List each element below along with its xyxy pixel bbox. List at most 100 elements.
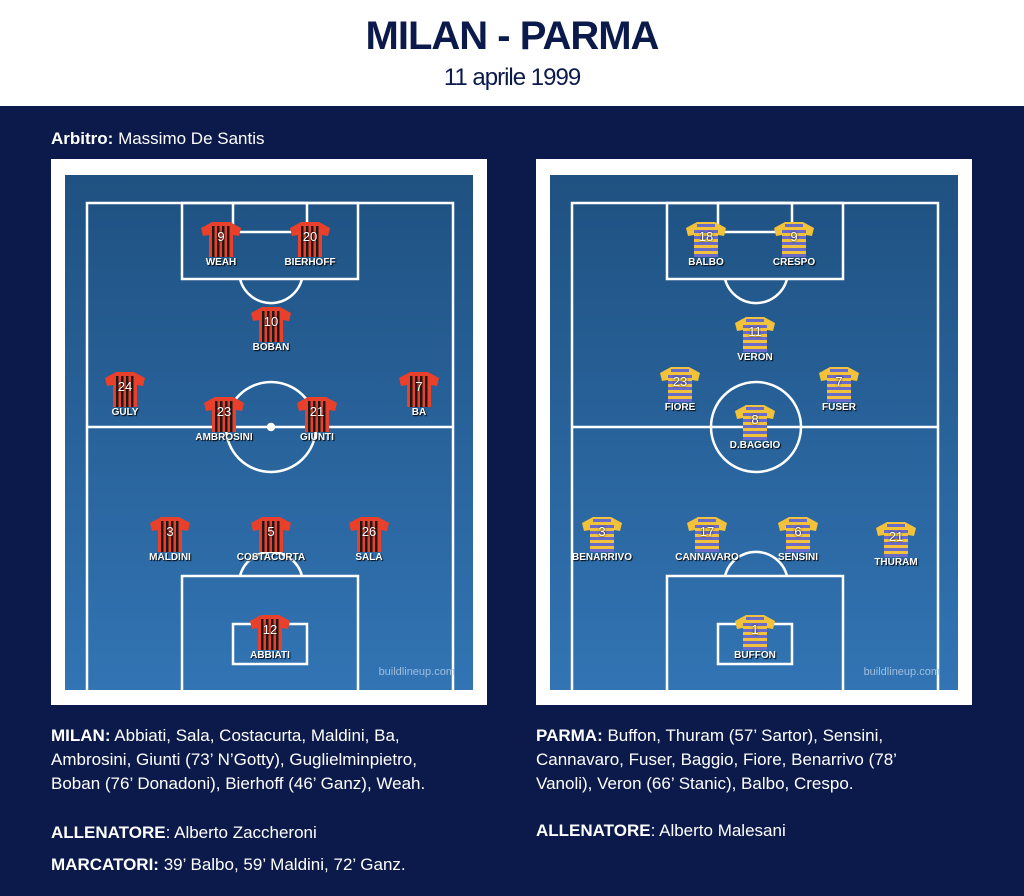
scorers-list: 39’ Balbo, 59’ Maldini, 72’ Ganz. [163, 855, 406, 874]
jersey-icon [179, 395, 269, 433]
player: 23 FIORE [635, 365, 725, 413]
player-number: 21 [888, 529, 904, 544]
player-number: 6 [794, 524, 802, 539]
player: 21 THURAM [851, 520, 941, 568]
player: 12 ABBIATI [225, 613, 315, 661]
player-name: ABBIATI [250, 650, 290, 661]
jersey-icon [226, 515, 316, 553]
player-name: BOBAN [252, 342, 290, 353]
player-number: 8 [751, 412, 759, 427]
jersey-icon [176, 220, 266, 258]
coach-label: ALLENATORE [51, 823, 166, 842]
player: 7 BA [374, 370, 464, 418]
player: 7 FUSER [794, 365, 884, 413]
player-name: FUSER [822, 402, 856, 413]
jersey-icon [374, 370, 464, 408]
parma-lineup: Buffon, Thuram (57’ Sartor), Sensini, Ca… [536, 726, 897, 793]
player: 17 CANNAVARO [662, 515, 752, 563]
player-number: 10 [263, 314, 279, 329]
player-name: THURAM [874, 557, 918, 568]
jersey-icon [794, 365, 884, 403]
parma-lineup-text: PARMA: Buffon, Thuram (57’ Sartor), Sens… [536, 724, 946, 796]
jersey-icon [272, 395, 362, 433]
jersey-icon [125, 515, 215, 553]
coach-label: ALLENATORE [536, 821, 651, 840]
player-number: 5 [267, 524, 275, 539]
player-number: 1 [751, 622, 759, 637]
player-name: BA [411, 407, 427, 418]
referee-name: Massimo De Santis [118, 129, 265, 148]
player-number: 24 [117, 379, 133, 394]
player-name: SENSINI [777, 552, 818, 563]
credit: buildlineup.com [863, 666, 940, 678]
credit: buildlineup.com [378, 666, 455, 678]
jersey-icon [851, 520, 941, 558]
coach-name: : Alberto Malesani [650, 821, 786, 840]
player: 10 BOBAN [226, 305, 316, 353]
player: 18 BALBO [661, 220, 751, 268]
jersey-icon [80, 370, 170, 408]
player-number: 23 [672, 374, 688, 389]
jersey-icon [753, 515, 843, 553]
player-name: WEAH [205, 257, 237, 268]
jersey-icon [324, 515, 414, 553]
header: MILAN - PARMA 11 aprile 1999 [0, 0, 1024, 106]
player-name: BIERHOFF [284, 257, 336, 268]
player-number: 23 [216, 404, 232, 419]
player-number: 7 [835, 374, 843, 389]
jersey-icon [710, 613, 800, 651]
milan-coach: ALLENATORE: Alberto Zaccheroni [51, 821, 461, 845]
player: 11 VERON [710, 315, 800, 363]
player-number: 7 [415, 379, 423, 394]
player-name: BALBO [688, 257, 724, 268]
player-number: 17 [699, 524, 715, 539]
player: 24 GULY [80, 370, 170, 418]
player-number: 11 [748, 324, 762, 339]
jersey-icon [710, 315, 800, 353]
player: 3 MALDINI [125, 515, 215, 563]
referee: Arbitro: Massimo De Santis [51, 129, 265, 149]
player-name: BUFFON [734, 650, 776, 661]
player-name: MALDINI [149, 552, 191, 563]
player-number: 26 [361, 524, 377, 539]
player-number: 3 [166, 524, 174, 539]
player-number: 18 [698, 229, 714, 244]
jersey-icon [557, 515, 647, 553]
player: 23 AMBROSINI [179, 395, 269, 443]
player: 21 GIUNTI [272, 395, 362, 443]
jersey-icon [662, 515, 752, 553]
player-number: 20 [302, 229, 318, 244]
match-title: MILAN - PARMA [365, 14, 660, 58]
player: 20 BIERHOFF [265, 220, 355, 268]
jersey-icon [710, 403, 800, 441]
player-name: FIORE [664, 402, 696, 413]
match-date: 11 aprile 1999 [443, 64, 581, 91]
player: 5 COSTACURTA [226, 515, 316, 563]
milan-lineup-card: buildlineup.com 9 WEAH 20 BIERHOFF 10 BOBAN 24… [51, 159, 487, 705]
player: 8 D.BAGGIO [710, 403, 800, 451]
parma-coach: ALLENATORE: Alberto Malesani [536, 819, 946, 843]
player: 9 CRESPO [749, 220, 839, 268]
parma-label: PARMA: [536, 726, 603, 745]
jersey-icon [661, 220, 751, 258]
jersey-icon [265, 220, 355, 258]
player-number: 9 [217, 229, 225, 244]
milan-pitch: buildlineup.com 9 WEAH 20 BIERHOFF 10 BOBAN 24… [65, 175, 473, 690]
player-name: SALA [355, 552, 383, 563]
player-name: BENARRIVO [571, 552, 632, 563]
player-number: 21 [309, 404, 325, 419]
player: 1 BUFFON [710, 613, 800, 661]
milan-label: MILAN: [51, 726, 111, 745]
parma-lineup-card: buildlineup.com 18 BALBO 9 CRESPO 11 VERON 23 F… [536, 159, 972, 705]
parma-pitch: buildlineup.com 18 BALBO 9 CRESPO 11 VERON 23 F… [550, 175, 958, 690]
milan-lineup: Abbiati, Sala, Costacurta, Maldini, Ba, … [51, 726, 426, 793]
player-number: 3 [598, 524, 606, 539]
player-name: COSTACURTA [236, 552, 306, 563]
player: 26 SALA [324, 515, 414, 563]
player-name: CANNAVARO [675, 552, 739, 563]
player-name: AMBROSINI [195, 432, 253, 443]
jersey-icon [226, 305, 316, 343]
player-name: GIUNTI [300, 432, 334, 443]
scorers-label: MARCATORI: [51, 855, 159, 874]
player-number: 9 [790, 229, 798, 244]
